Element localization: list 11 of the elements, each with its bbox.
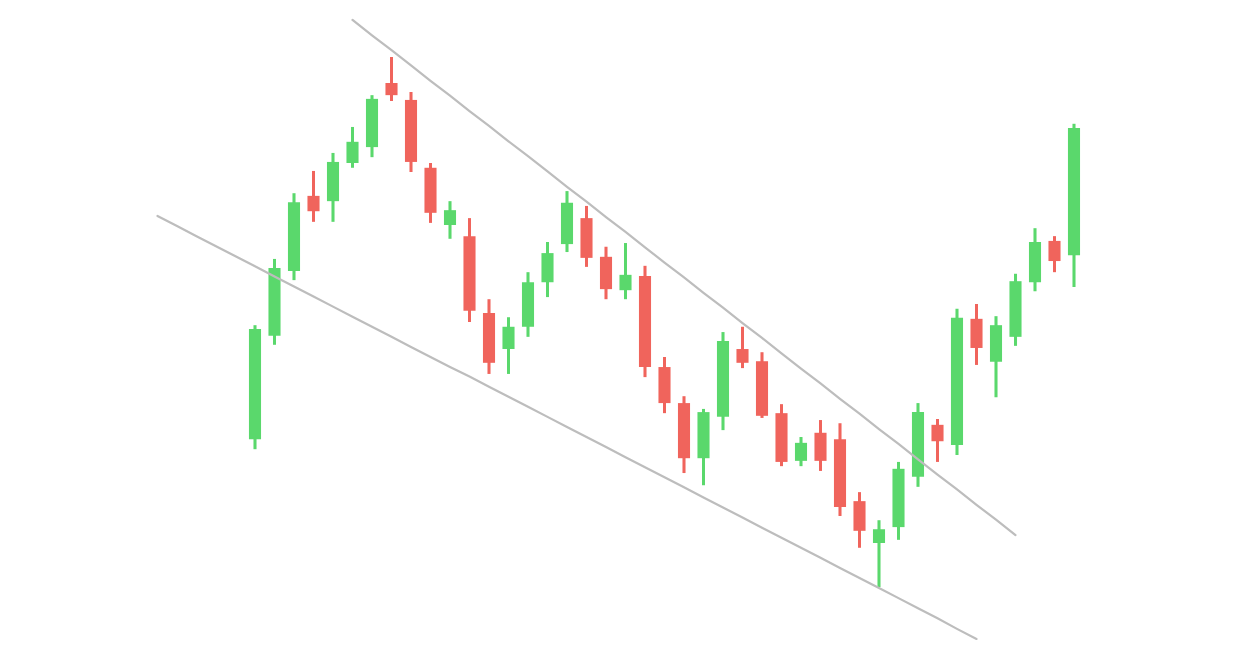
candlestick [307, 169, 320, 222]
candlestick [502, 317, 515, 374]
candlestick [619, 243, 632, 301]
candlestick [346, 125, 359, 168]
candlestick [443, 201, 457, 239]
candlestick [931, 418, 944, 462]
candlestick [794, 437, 808, 468]
candlestick [872, 520, 886, 587]
candlestick [736, 325, 749, 370]
candlestick [1048, 236, 1061, 274]
candlestick [385, 57, 398, 101]
